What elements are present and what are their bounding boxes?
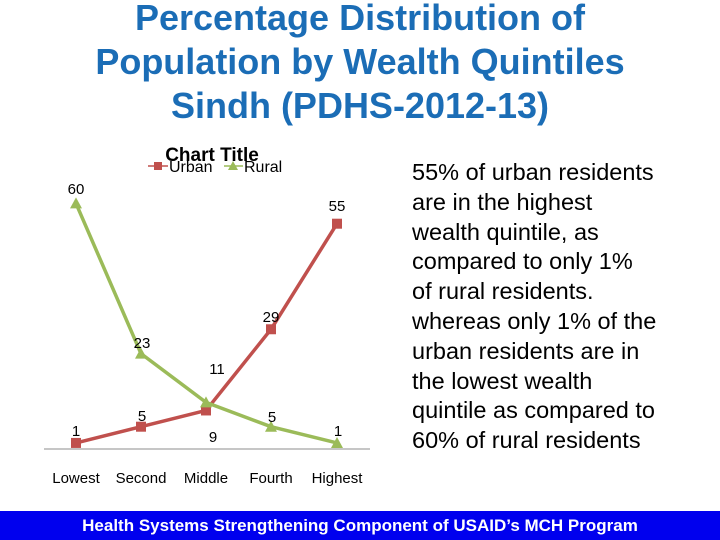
description-line: 60% of rural residents <box>412 427 641 454</box>
data-label: 55 <box>329 198 346 215</box>
data-label: 9 <box>209 429 217 446</box>
description-line: wealth quintile, as <box>412 218 599 245</box>
description-line: the lowest wealth <box>412 367 593 394</box>
data-label: 60 <box>68 181 85 198</box>
legend-label-rural: Rural <box>244 159 282 176</box>
data-point-triangle-icon <box>265 420 277 432</box>
legend-square-icon <box>154 162 162 170</box>
data-label: 5 <box>138 408 146 425</box>
data-label: 11 <box>209 361 225 378</box>
description-line: whereas only 1% of the <box>412 307 657 334</box>
description-text: 55% of urban residents are in the highes… <box>412 158 717 456</box>
description-line: of rural residents. <box>412 278 594 305</box>
chart-canvas: Lowest Second Middle Fourth Highest Chart Tit… <box>44 145 370 487</box>
description-line: 55% of urban residents <box>412 159 654 185</box>
data-point-square-icon <box>266 324 276 335</box>
data-point-triangle-icon <box>331 436 343 448</box>
data-label: 23 <box>134 335 151 352</box>
data-point-triangle-icon <box>200 396 212 408</box>
title-line-2: Population by Wealth Quintiles <box>95 41 625 82</box>
data-label: 5 <box>268 409 276 426</box>
data-point-square-icon <box>71 437 81 448</box>
data-point-square-icon <box>201 405 211 416</box>
x-tick-label: Middle <box>184 470 228 487</box>
slide-title: Percentage Distribution of Population by… <box>0 0 720 128</box>
line-chart: Lowest Second Middle Fourth Highest Chart Tit… <box>40 140 385 500</box>
description-line: quintile as compared to <box>412 397 655 424</box>
x-tick-label: Second <box>116 470 167 487</box>
legend-label-urban: Urban <box>169 159 213 176</box>
description-line: urban residents are in <box>412 337 640 364</box>
data-label: 29 <box>263 309 280 326</box>
data-label: 1 <box>72 423 80 440</box>
data-point-triangle-icon <box>135 347 147 359</box>
x-tick-label: Highest <box>312 470 364 487</box>
description-line: compared to only 1% <box>412 248 633 275</box>
data-point-triangle-icon <box>70 197 82 209</box>
data-label: 1 <box>334 423 342 440</box>
data-point-square-icon <box>136 421 146 432</box>
legend-triangle-icon <box>228 161 238 170</box>
x-tick-label: Fourth <box>249 470 292 487</box>
data-point-square-icon <box>332 218 342 229</box>
footer-banner: Health Systems Strengthening Component o… <box>0 511 720 540</box>
description-line: are in the highest <box>412 188 593 215</box>
x-tick-label: Lowest <box>52 470 100 487</box>
chart-title: Chart Title <box>165 145 259 166</box>
title-line-3: Sindh (PDHS-2012-13) <box>170 85 550 126</box>
title-line-1: Percentage Distribution of <box>134 0 586 38</box>
